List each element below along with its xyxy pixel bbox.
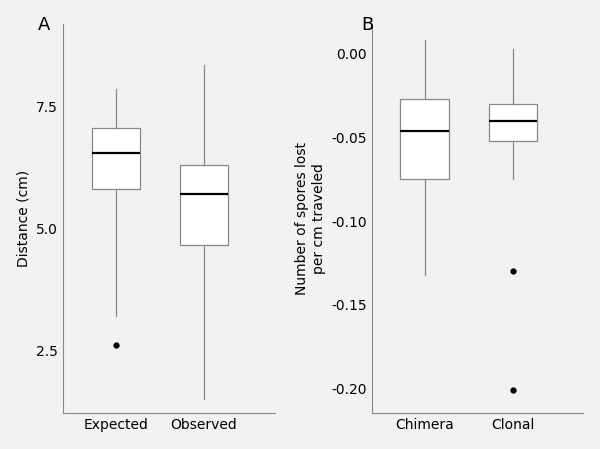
PathPatch shape [180,165,229,245]
PathPatch shape [92,128,140,189]
Text: B: B [361,16,373,34]
PathPatch shape [400,99,449,179]
PathPatch shape [488,104,537,141]
Y-axis label: Distance (cm): Distance (cm) [17,170,31,267]
Y-axis label: Number of spores lost
per cm traveled: Number of spores lost per cm traveled [295,142,326,295]
Text: A: A [38,16,50,34]
